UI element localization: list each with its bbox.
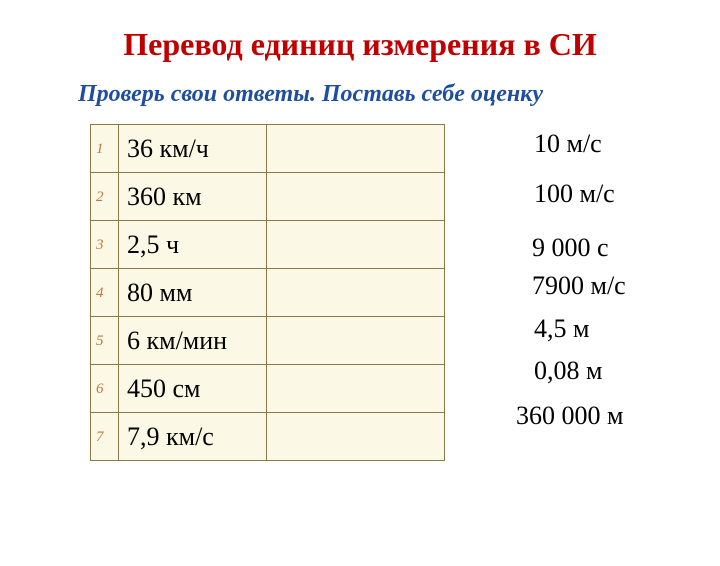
table-row: 2360 км: [91, 173, 445, 221]
answer-item: 100 м/с: [534, 179, 615, 209]
row-value: 36 км/ч: [119, 125, 267, 173]
table-row: 480 мм: [91, 269, 445, 317]
answers-column: 10 м/с 100 м/с 9 000 с 7900 м/с 4,5 м 0,08 м 3…: [490, 124, 720, 474]
table-row: 6450 см: [91, 365, 445, 413]
row-value: 2,5 ч: [119, 221, 267, 269]
content-area: 136 км/ч2360 км32,5 ч480 мм56 км/мин6450…: [0, 124, 720, 461]
answer-item: 0,08 м: [534, 356, 602, 386]
conversion-table: 136 км/ч2360 км32,5 ч480 мм56 км/мин6450…: [90, 124, 445, 461]
row-answer-empty: [267, 221, 445, 269]
row-number: 6: [91, 365, 119, 413]
row-answer-empty: [267, 317, 445, 365]
table-row: 56 км/мин: [91, 317, 445, 365]
row-answer-empty: [267, 125, 445, 173]
answer-item: 360 000 м: [516, 401, 623, 431]
table-row: 77,9 км/с: [91, 413, 445, 461]
row-value: 6 км/мин: [119, 317, 267, 365]
row-answer-empty: [267, 269, 445, 317]
row-number: 1: [91, 125, 119, 173]
row-answer-empty: [267, 365, 445, 413]
table-row: 136 км/ч: [91, 125, 445, 173]
answer-item: 4,5 м: [534, 314, 589, 344]
row-number: 3: [91, 221, 119, 269]
page-title: Перевод единиц измерения в СИ: [0, 26, 720, 63]
answer-item: 9 000 с: [532, 233, 609, 263]
row-number: 7: [91, 413, 119, 461]
row-value: 80 мм: [119, 269, 267, 317]
row-answer-empty: [267, 413, 445, 461]
row-value: 7,9 км/с: [119, 413, 267, 461]
table-row: 32,5 ч: [91, 221, 445, 269]
row-number: 5: [91, 317, 119, 365]
subtitle: Проверь свои ответы. Поставь себе оценку: [78, 81, 720, 108]
row-number: 4: [91, 269, 119, 317]
row-value: 450 см: [119, 365, 267, 413]
row-number: 2: [91, 173, 119, 221]
answer-item: 10 м/с: [534, 129, 602, 159]
row-answer-empty: [267, 173, 445, 221]
row-value: 360 км: [119, 173, 267, 221]
answer-item: 7900 м/с: [532, 271, 626, 301]
